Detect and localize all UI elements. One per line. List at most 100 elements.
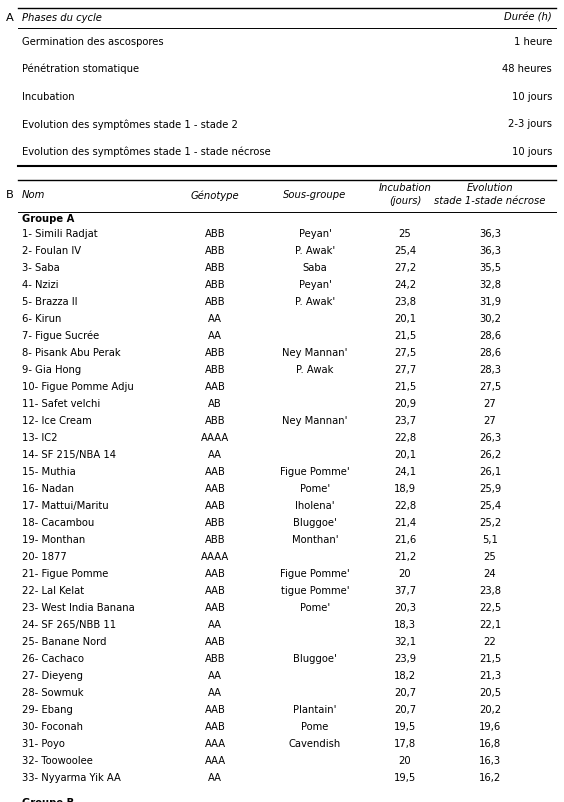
Text: ABB: ABB (205, 518, 225, 528)
Text: 27,5: 27,5 (479, 382, 501, 392)
Text: ABB: ABB (205, 229, 225, 239)
Text: Bluggoe': Bluggoe' (293, 518, 337, 528)
Text: 27: 27 (483, 399, 496, 409)
Text: 28,6: 28,6 (479, 331, 501, 341)
Text: Groupe B: Groupe B (22, 799, 74, 802)
Text: 20,7: 20,7 (394, 705, 416, 715)
Text: AAB: AAB (205, 722, 226, 732)
Text: 25,9: 25,9 (479, 484, 501, 494)
Text: 20: 20 (399, 756, 411, 766)
Text: 5- Brazza II: 5- Brazza II (22, 297, 77, 307)
Text: 22- Lal Kelat: 22- Lal Kelat (22, 586, 84, 596)
Text: 23,8: 23,8 (479, 586, 501, 596)
Text: AA: AA (208, 671, 222, 681)
Text: ABB: ABB (205, 365, 225, 375)
Text: 21- Figue Pomme: 21- Figue Pomme (22, 569, 108, 579)
Text: 27,5: 27,5 (394, 348, 416, 358)
Text: AAB: AAB (205, 603, 226, 613)
Text: 36,3: 36,3 (479, 229, 501, 239)
Text: 18,3: 18,3 (394, 620, 416, 630)
Text: 31- Poyo: 31- Poyo (22, 739, 65, 749)
Text: 21,5: 21,5 (479, 654, 501, 664)
Text: 31,9: 31,9 (479, 297, 501, 307)
Text: 7- Figue Sucrée: 7- Figue Sucrée (22, 330, 99, 341)
Text: Evolution des symptômes stade 1 - stade nécrose: Evolution des symptômes stade 1 - stade … (22, 147, 271, 157)
Text: 4- Nzizi: 4- Nzizi (22, 280, 59, 290)
Text: Incubation: Incubation (22, 91, 74, 102)
Text: AAA: AAA (204, 739, 226, 749)
Text: 27- Dieyeng: 27- Dieyeng (22, 671, 83, 681)
Text: 18,9: 18,9 (394, 484, 416, 494)
Text: 22,8: 22,8 (394, 501, 416, 511)
Text: AAB: AAB (205, 637, 226, 647)
Text: 27,7: 27,7 (394, 365, 416, 375)
Text: Sous-groupe: Sous-groupe (283, 191, 347, 200)
Text: 24,1: 24,1 (394, 467, 416, 477)
Text: AAB: AAB (205, 501, 226, 511)
Text: AA: AA (208, 773, 222, 783)
Text: 24: 24 (484, 569, 496, 579)
Text: 26,2: 26,2 (479, 450, 501, 460)
Text: tigue Pomme': tigue Pomme' (281, 586, 349, 596)
Text: ABB: ABB (205, 654, 225, 664)
Text: 30,2: 30,2 (479, 314, 501, 324)
Text: 19,5: 19,5 (394, 773, 416, 783)
Text: 16,8: 16,8 (479, 739, 501, 749)
Text: 20,9: 20,9 (394, 399, 416, 409)
Text: Germination des ascospores: Germination des ascospores (22, 37, 164, 47)
Text: P. Awak': P. Awak' (295, 246, 335, 256)
Text: 23,8: 23,8 (394, 297, 416, 307)
Text: stade 1-stade nécrose: stade 1-stade nécrose (434, 196, 546, 206)
Text: 23- West India Banana: 23- West India Banana (22, 603, 135, 613)
Text: 32- Toowoolee: 32- Toowoolee (22, 756, 93, 766)
Text: 21,4: 21,4 (394, 518, 416, 528)
Text: 2-3 jours: 2-3 jours (508, 119, 552, 129)
Text: 25,2: 25,2 (479, 518, 501, 528)
Text: 6- Kirun: 6- Kirun (22, 314, 61, 324)
Text: 22,8: 22,8 (394, 433, 416, 443)
Text: Ney Mannan': Ney Mannan' (282, 416, 348, 426)
Text: AAB: AAB (205, 484, 226, 494)
Text: 21,2: 21,2 (394, 552, 416, 562)
Text: 36,3: 36,3 (479, 246, 501, 256)
Text: 20,7: 20,7 (394, 688, 416, 698)
Text: 25: 25 (483, 552, 496, 562)
Text: 35,5: 35,5 (479, 263, 501, 273)
Text: Nom: Nom (22, 191, 45, 200)
Text: ABB: ABB (205, 280, 225, 290)
Text: ABB: ABB (205, 263, 225, 273)
Text: 18- Cacambou: 18- Cacambou (22, 518, 94, 528)
Text: 25,4: 25,4 (394, 246, 416, 256)
Text: 26,1: 26,1 (479, 467, 501, 477)
Text: 30- Foconah: 30- Foconah (22, 722, 83, 732)
Text: 32,1: 32,1 (394, 637, 416, 647)
Text: 14- SF 215/NBA 14: 14- SF 215/NBA 14 (22, 450, 116, 460)
Text: 33- Nyyarma Yik AA: 33- Nyyarma Yik AA (22, 773, 121, 783)
Text: A: A (6, 13, 14, 23)
Text: AAB: AAB (205, 586, 226, 596)
Text: Figue Pomme': Figue Pomme' (280, 569, 350, 579)
Text: AAB: AAB (205, 569, 226, 579)
Text: 18,2: 18,2 (394, 671, 416, 681)
Text: Pome': Pome' (300, 484, 330, 494)
Text: 28- Sowmuk: 28- Sowmuk (22, 688, 83, 698)
Text: 24- SF 265/NBB 11: 24- SF 265/NBB 11 (22, 620, 116, 630)
Text: AA: AA (208, 314, 222, 324)
Text: 28,3: 28,3 (479, 365, 501, 375)
Text: 20,3: 20,3 (394, 603, 416, 613)
Text: 21,3: 21,3 (479, 671, 501, 681)
Text: Pome: Pome (301, 722, 329, 732)
Text: AA: AA (208, 620, 222, 630)
Text: 16- Nadan: 16- Nadan (22, 484, 74, 494)
Text: 19,6: 19,6 (479, 722, 501, 732)
Text: Durée (h): Durée (h) (504, 13, 552, 23)
Text: 9- Gia Hong: 9- Gia Hong (22, 365, 81, 375)
Text: Phases du cycle: Phases du cycle (22, 13, 102, 23)
Text: ABB: ABB (205, 246, 225, 256)
Text: Ney Mannan': Ney Mannan' (282, 348, 348, 358)
Text: 10 jours: 10 jours (512, 147, 552, 156)
Text: 10- Figue Pomme Adju: 10- Figue Pomme Adju (22, 382, 134, 392)
Text: 29- Ebang: 29- Ebang (22, 705, 73, 715)
Text: 25,4: 25,4 (479, 501, 501, 511)
Text: 23,9: 23,9 (394, 654, 416, 664)
